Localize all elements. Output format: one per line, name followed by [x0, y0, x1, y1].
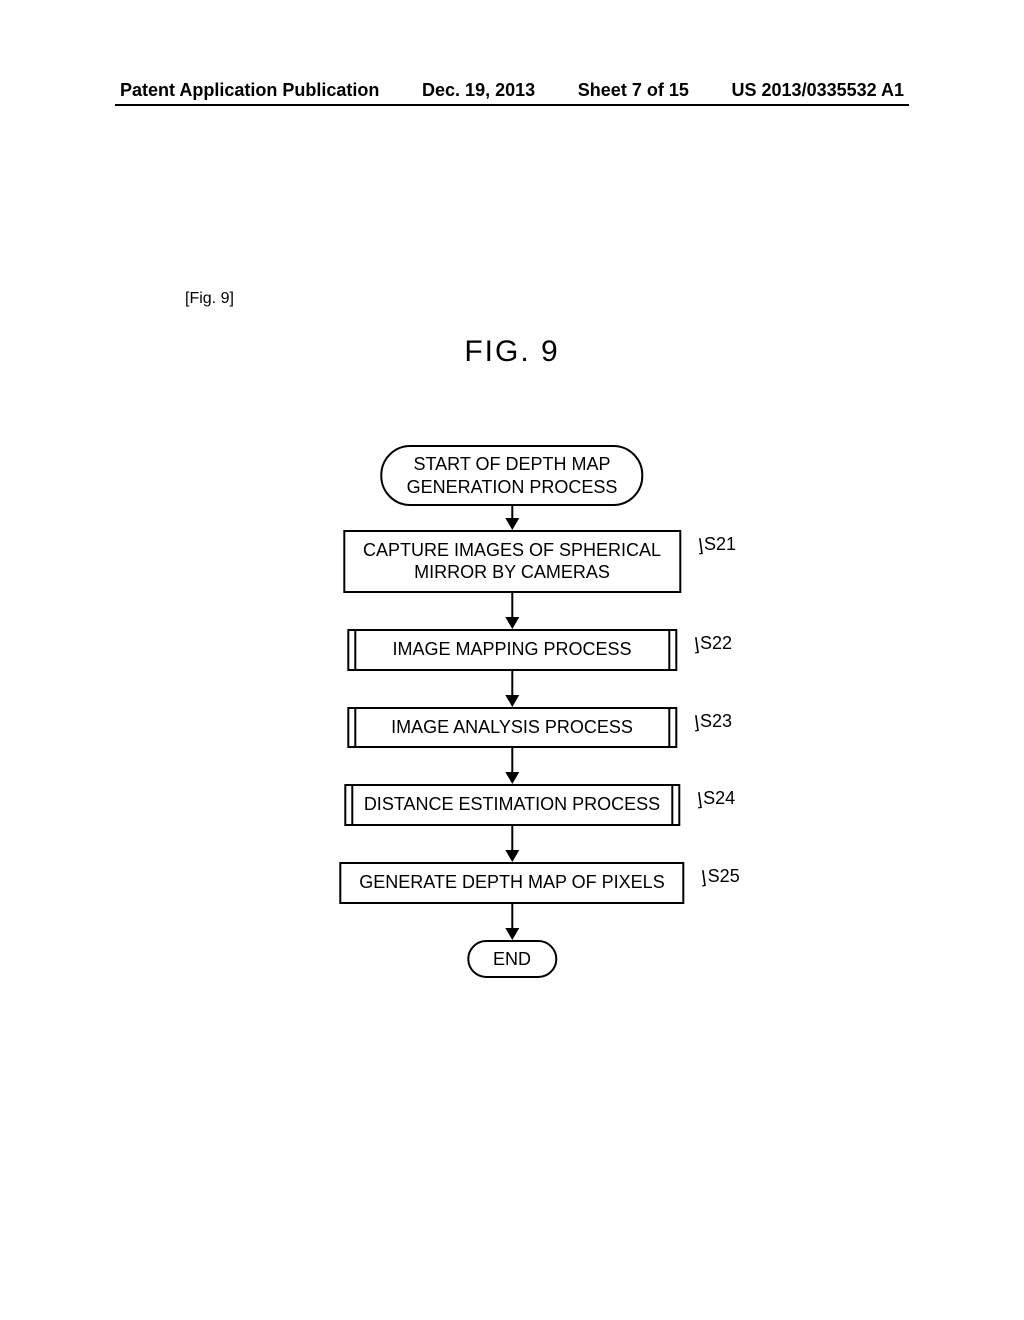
step-label-curve: ⌋	[698, 868, 708, 890]
arrow-head-icon	[505, 518, 519, 530]
flowchart-start: START OF DEPTH MAP GENERATION PROCESS	[381, 445, 644, 506]
flowchart-subprocess-box: IMAGE ANALYSIS PROCESS	[347, 707, 677, 749]
figure-title: FIG. 9	[464, 335, 559, 369]
step-label-curve: ⌋	[691, 712, 701, 734]
step-label-curve: ⌋	[695, 536, 705, 558]
arrow-head-icon	[505, 772, 519, 784]
flowchart-subprocess-box: IMAGE MAPPING PROCESS	[347, 629, 677, 671]
arrow-line	[511, 593, 513, 617]
step-id-label: S22	[700, 633, 732, 654]
flowchart-arrow	[505, 671, 519, 707]
arrow-line	[511, 671, 513, 695]
flowchart-step-s22: IMAGE MAPPING PROCESS ⌋ S22	[347, 629, 677, 671]
flowchart-step-s21: CAPTURE IMAGES OF SPHERICAL MIRROR BY CA…	[343, 530, 681, 593]
flowchart-end: END	[467, 940, 557, 979]
step-id-label: S21	[704, 534, 736, 555]
flowchart-subprocess-box: DISTANCE ESTIMATION PROCESS	[344, 784, 680, 826]
flowchart-arrow	[505, 748, 519, 784]
header-sheet: Sheet 7 of 15	[578, 80, 689, 101]
flowchart-step-s24: DISTANCE ESTIMATION PROCESS ⌋ S24	[344, 784, 680, 826]
step-label-curve: ⌋	[691, 635, 701, 657]
flowchart-step-s23: IMAGE ANALYSIS PROCESS ⌋ S23	[347, 707, 677, 749]
header-publication: Patent Application Publication	[120, 80, 379, 101]
figure-bracket-label: [Fig. 9]	[185, 290, 234, 308]
arrow-line	[511, 748, 513, 772]
step-id-label: S24	[703, 788, 735, 809]
header-date: Dec. 19, 2013	[422, 80, 535, 101]
flowchart-arrow	[505, 826, 519, 862]
flowchart-step-s25: GENERATE DEPTH MAP OF PIXELS ⌋ S25	[339, 862, 684, 904]
flowchart-arrow	[505, 593, 519, 629]
arrow-line	[511, 506, 513, 518]
step-label-curve: ⌋	[694, 790, 704, 812]
arrow-head-icon	[505, 850, 519, 862]
flowchart-arrow	[505, 904, 519, 940]
flowchart-process-box: CAPTURE IMAGES OF SPHERICAL MIRROR BY CA…	[343, 530, 681, 593]
arrow-line	[511, 904, 513, 928]
flowchart-process-box: GENERATE DEPTH MAP OF PIXELS	[339, 862, 684, 904]
page-header: Patent Application Publication Dec. 19, …	[0, 80, 1024, 101]
arrow-head-icon	[505, 928, 519, 940]
arrow-line	[511, 826, 513, 850]
header-divider	[115, 104, 909, 106]
flowchart-container: START OF DEPTH MAP GENERATION PROCESS CA…	[339, 445, 684, 978]
flowchart-arrow	[505, 506, 519, 530]
arrow-head-icon	[505, 695, 519, 707]
step-id-label: S23	[700, 711, 732, 732]
header-pub-number: US 2013/0335532 A1	[732, 80, 904, 101]
step-id-label: S25	[708, 866, 740, 887]
arrow-head-icon	[505, 617, 519, 629]
